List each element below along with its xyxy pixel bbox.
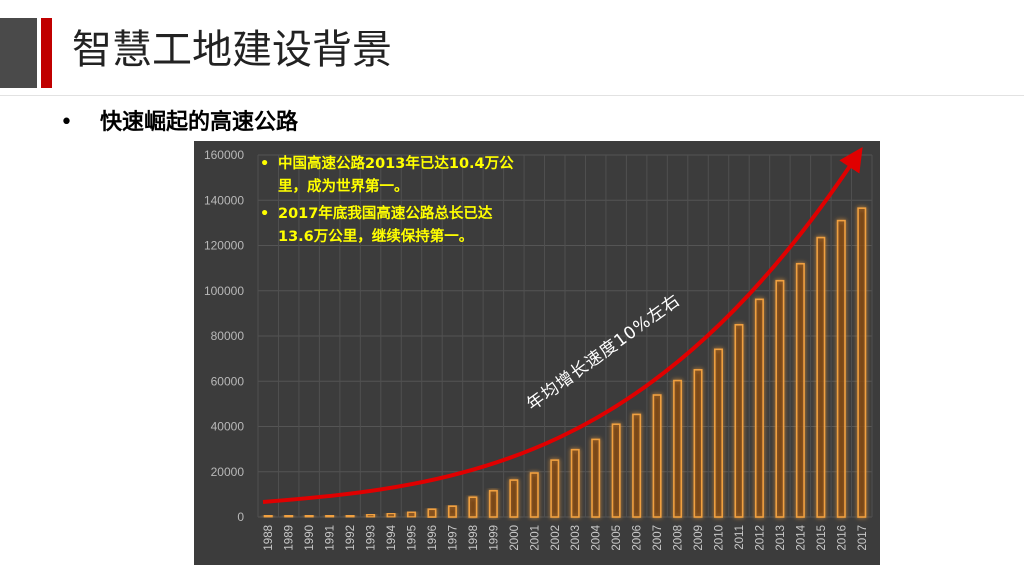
bar-1993 — [366, 513, 376, 518]
x-tick-label-2017: 2017 — [857, 525, 869, 551]
bar-1990 — [304, 514, 314, 518]
x-tick-label-1992: 1992 — [345, 525, 357, 551]
x-tick-label-2000: 2000 — [509, 525, 521, 551]
y-tick-label: 20000 — [211, 465, 245, 479]
bar-1997 — [447, 505, 457, 518]
title-accent-bar-dark — [0, 18, 37, 88]
x-tick-label-1990: 1990 — [304, 525, 316, 551]
annotation-bullet-1: • — [260, 156, 269, 172]
y-tick-label: 140000 — [204, 193, 244, 207]
x-tick-label-2001: 2001 — [529, 525, 541, 551]
bar-1989 — [284, 514, 294, 518]
annotation-line-2b: 13.6万公里，继续保持第一。 — [278, 227, 473, 245]
bar-1996 — [427, 508, 437, 518]
bar-2001 — [529, 472, 539, 518]
bar-2000 — [509, 479, 519, 518]
x-tick-label-2009: 2009 — [693, 525, 705, 551]
x-tick-label-2005: 2005 — [611, 525, 623, 551]
annotation-line-1b: 里，成为世界第一。 — [278, 177, 409, 195]
highway-growth-chart: 0 20000 40000 60000 80000 100000 120000 140000 1… — [204, 147, 873, 551]
x-tick-label-2012: 2012 — [754, 525, 766, 551]
bar-2010 — [714, 348, 723, 518]
chart-panel: 0 20000 40000 60000 80000 100000 120000 140000 1… — [194, 141, 880, 565]
bullet-dot: • — [60, 110, 73, 135]
x-tick-label-2003: 2003 — [570, 525, 582, 551]
y-tick-label: 40000 — [211, 420, 245, 434]
x-tick-label-1989: 1989 — [284, 525, 296, 551]
annotation-bullet-2: • — [260, 206, 269, 222]
x-tick-label-1999: 1999 — [488, 525, 500, 551]
bar-2016 — [836, 219, 846, 518]
bar-2017 — [857, 207, 867, 518]
x-tick-label-1988: 1988 — [263, 525, 275, 551]
x-tick-label-2015: 2015 — [816, 525, 828, 551]
bar-2012 — [754, 298, 764, 518]
header-divider — [0, 95, 1024, 96]
bar-2009 — [693, 369, 703, 518]
y-tick-label: 160000 — [204, 148, 244, 162]
y-tick-label: 80000 — [211, 329, 245, 343]
x-tick-label-1997: 1997 — [447, 525, 459, 551]
bar-2008 — [673, 379, 683, 518]
bar-1991 — [325, 514, 335, 518]
x-tick-label-2007: 2007 — [652, 525, 664, 551]
bar-1999 — [488, 489, 498, 518]
x-tick-label-1994: 1994 — [386, 524, 398, 550]
x-tick-label-1998: 1998 — [468, 525, 480, 551]
x-tick-label-1991: 1991 — [325, 525, 337, 551]
annotation-line-1a: 中国高速公路2013年已达10.4万公 — [278, 154, 514, 172]
bar-2015 — [816, 236, 826, 518]
annotation-box: • 中国高速公路2013年已达10.4万公 里，成为世界第一。 • 2017年底… — [260, 154, 514, 245]
bar-1994 — [386, 512, 396, 518]
x-tick-label-2006: 2006 — [632, 525, 644, 551]
x-tick-label-2014: 2014 — [795, 524, 807, 550]
bar-1992 — [345, 514, 355, 518]
x-tick-label-1995: 1995 — [407, 525, 419, 551]
y-tick-label: 120000 — [204, 239, 244, 253]
bar-2011 — [734, 324, 744, 518]
x-tick-label-1996: 1996 — [427, 525, 439, 551]
y-tick-label: 0 — [237, 510, 244, 524]
bar-2013 — [775, 279, 785, 518]
bar-2014 — [795, 262, 805, 518]
bar-1998 — [468, 496, 478, 518]
y-tick-label: 60000 — [211, 374, 245, 388]
x-tick-label-2016: 2016 — [836, 525, 848, 551]
bar-1988 — [263, 514, 273, 518]
x-tick-label-2008: 2008 — [673, 525, 685, 551]
x-tick-label-2011: 2011 — [734, 525, 746, 550]
bar-1995 — [407, 511, 416, 518]
x-tick-label-2010: 2010 — [714, 525, 726, 551]
x-tick-label-2002: 2002 — [550, 525, 562, 551]
annotation-line-2a: 2017年底我国高速公路总长已达 — [278, 204, 493, 222]
bar-2004 — [591, 438, 601, 518]
x-tick-label-1993: 1993 — [366, 525, 378, 551]
title-accent-bar-red — [41, 18, 52, 88]
bar-2002 — [550, 459, 560, 518]
x-tick-label-2013: 2013 — [775, 525, 787, 551]
bar-2006 — [632, 413, 642, 518]
section-subtitle: 快速崛起的高速公路 — [100, 110, 299, 135]
bar-2007 — [652, 394, 662, 518]
page-title: 智慧工地建设背景 — [72, 27, 392, 73]
bar-2003 — [570, 448, 580, 518]
bar-2005 — [611, 423, 621, 518]
growth-trend-arrow — [262, 147, 863, 504]
y-tick-label: 100000 — [204, 284, 244, 298]
x-tick-label-2004: 2004 — [591, 524, 603, 550]
